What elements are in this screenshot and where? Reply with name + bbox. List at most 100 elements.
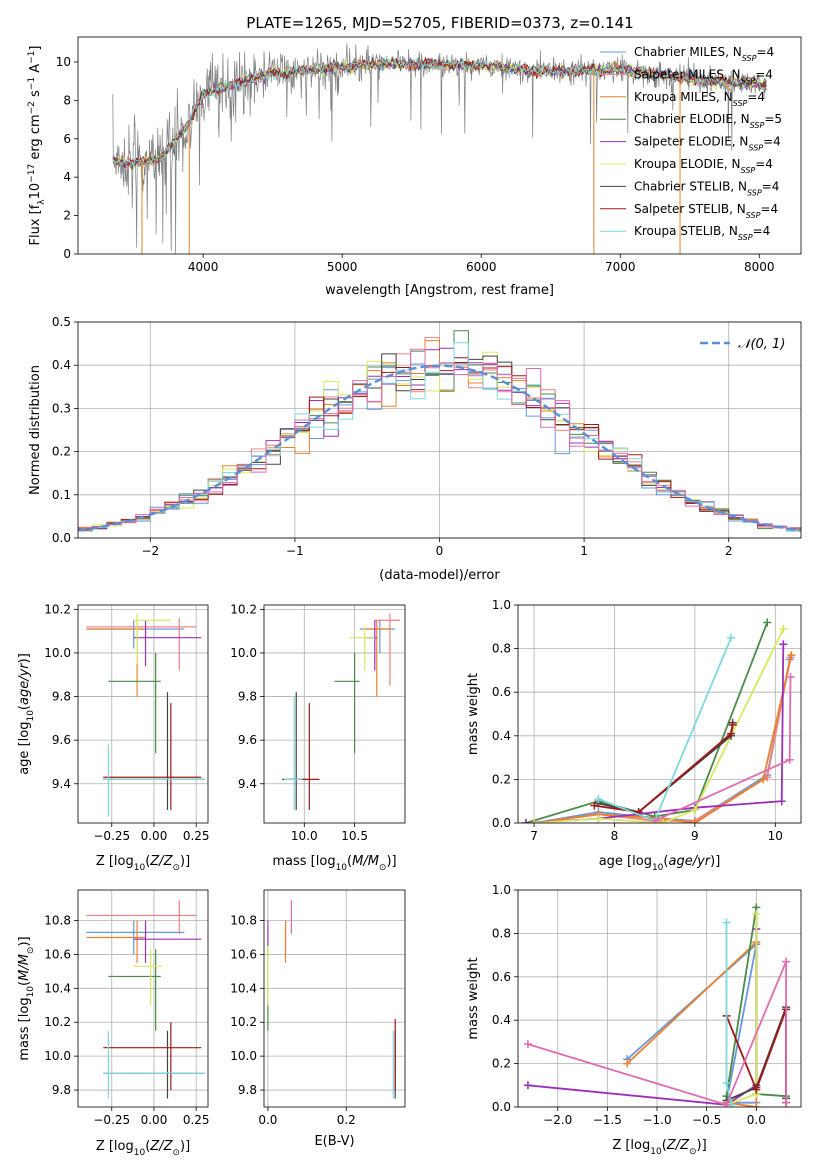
y-tick-label: 0.4 — [492, 729, 511, 743]
spectrum-lines — [112, 43, 767, 254]
y-tick-label: 9.6 — [52, 733, 71, 747]
legend-label: Chabrier STELIB, NSSP=4 — [634, 179, 779, 197]
x-tick-label: 0.0 — [747, 1113, 766, 1127]
y-tick-label: 0.2 — [492, 1057, 511, 1071]
y-tick-label: 9.4 — [52, 777, 71, 791]
y-tick-label: 1.0 — [492, 883, 511, 897]
weight-ylabel: mass weight — [466, 957, 481, 1039]
x-tick-label: 0.25 — [183, 1113, 210, 1127]
axes-frame — [263, 889, 406, 1108]
weight-marker — [763, 618, 772, 627]
y-tick-label: 9.8 — [238, 690, 257, 704]
model-spectrum — [112, 56, 767, 168]
x-tick-label: 0.0 — [258, 1113, 277, 1127]
y-tick-label: 8 — [63, 93, 71, 107]
y-tick-label: 0.2 — [52, 445, 71, 459]
weight-age-xlabel: age [log10(age/yr)] — [599, 854, 721, 873]
weight-series — [598, 637, 732, 822]
mass-Z-xlabel: Z [log10(Z/Z⊙)] — [96, 1139, 190, 1158]
y-tick-label: 6 — [63, 132, 71, 146]
axes-frame — [77, 889, 209, 1108]
y-tick-label: 0.0 — [492, 1100, 511, 1114]
weight-vs-age-panel: 7 8 9 10 0.0 0.2 0.4 0.6 0.8 1.0 mass weight age [l… — [466, 598, 802, 873]
y-tick-label: 10.4 — [44, 981, 71, 995]
weight-marker — [782, 1098, 791, 1107]
y-tick-label: 10.0 — [230, 1049, 257, 1063]
y-tick-label: 0.0 — [492, 816, 511, 830]
x-tick-label: −1.5 — [593, 1113, 622, 1127]
weight-marker — [779, 640, 788, 649]
weight-marker — [594, 795, 603, 804]
ticks: 7 8 9 10 0.0 0.2 0.4 0.6 0.8 1.0 — [492, 598, 783, 843]
y-tick-label: 0.8 — [492, 642, 511, 656]
grid — [78, 605, 208, 823]
weight-marker — [786, 672, 795, 681]
weight-marker — [530, 819, 539, 823]
x-tick-label: −1 — [286, 544, 304, 558]
spectrum-panel: 4000 5000 6000 7000 8000 0 2 4 6 8 10 wavelength [A… — [27, 36, 802, 298]
x-tick-label: 5000 — [327, 260, 358, 274]
weight-series — [533, 654, 793, 823]
x-tick-label: 10.0 — [291, 829, 318, 843]
weight-Z-xlabel: Z [log10(Z/Z⊙)] — [612, 1138, 706, 1157]
x-tick-label: 10 — [768, 829, 783, 843]
y-tick-label: 10.2 — [44, 1015, 71, 1029]
errorbars — [86, 900, 205, 1099]
weight-marker — [785, 755, 794, 764]
x-tick-label: −2.0 — [543, 1113, 572, 1127]
figure-title: PLATE=1265, MJD=52705, FIBERID=0373, z=0… — [246, 14, 633, 32]
mass-Z-ylabel: mass [log10(M/M⊙)] — [17, 936, 36, 1060]
legend-label: Salpeter ELODIE, NSSP=4 — [634, 135, 781, 153]
weight-series — [533, 659, 791, 823]
axes-frame — [263, 604, 406, 824]
x-tick-label: 7000 — [605, 260, 636, 274]
axes-frame — [77, 604, 209, 824]
ticks: 4000 5000 6000 7000 8000 0 2 4 6 8 10 — [56, 55, 775, 274]
ticks: 10.0 10.5 9.4 9.6 9.8 10.0 10.2 — [230, 602, 368, 843]
age-Z-xlabel: Z [log10(Z/Z⊙)] — [96, 854, 190, 873]
y-tick-label: 10.6 — [230, 947, 257, 961]
x-tick-label: 6000 — [466, 260, 497, 274]
weight-marker — [658, 819, 667, 823]
x-tick-label: 2 — [725, 544, 733, 558]
x-tick-label: −0.5 — [692, 1113, 721, 1127]
weight-marker — [690, 805, 699, 814]
weight-marker — [722, 1079, 731, 1088]
x-tick-label: −0.25 — [93, 829, 130, 843]
legend-label: Kroupa ELODIE, NSSP=4 — [634, 157, 773, 175]
age-vs-metallicity-panel: −0.25 0.00 0.25 9.4 9.6 9.8 10.0 10.2 Z [log10(Z… — [17, 602, 210, 873]
x-tick-label: 7 — [530, 829, 538, 843]
age-vs-mass-panel: 10.0 10.5 9.4 9.6 9.8 10.0 10.2 mass [log10(M/M… — [230, 602, 406, 873]
x-tick-label: −1.0 — [642, 1113, 671, 1127]
weight-vs-metallicity-panel: −2.0 −1.5 −1.0 −0.5 0.0 0.0 0.2 0.4 0.6 0.8 1.0 mas… — [466, 883, 802, 1157]
y-tick-label: 9.8 — [52, 690, 71, 704]
grid — [264, 605, 405, 823]
weight-marker — [523, 1081, 532, 1090]
legend-label: Kroupa STELIB, NSSP=4 — [634, 224, 770, 242]
weight-ylabel: mass weight — [466, 673, 481, 755]
ticks: −2.0 −1.5 −1.0 −0.5 0.0 0.0 0.2 0.4 0.6 0.8 1.0 — [492, 883, 766, 1127]
weight-marker — [522, 819, 531, 823]
weight-marker — [782, 957, 791, 966]
errorbars — [86, 613, 205, 817]
residuals-panel: −2 −1 0 1 2 0.0 0.1 0.2 0.3 0.4 0.5 (data-model)/er… — [28, 315, 802, 583]
legend-label: Salpeter STELIB, NSSP=4 — [634, 202, 778, 220]
axes-frame — [517, 889, 802, 1108]
weight-marker — [728, 720, 737, 729]
x-tick-label: −2 — [141, 544, 159, 558]
weight-series — [533, 657, 792, 823]
weight-lines — [523, 903, 791, 1107]
x-tick-label: 0.2 — [337, 1113, 356, 1127]
weight-marker — [752, 1103, 761, 1107]
y-tick-label: 0.6 — [492, 685, 511, 699]
ticks: −0.25 0.00 0.25 9.4 9.6 9.8 10.0 10.2 — [44, 602, 209, 843]
weight-marker — [523, 1040, 532, 1049]
normal-curve — [78, 364, 801, 532]
weight-marker — [590, 801, 599, 810]
spectrum-legend: Chabrier MILES, NSSP=4 Salpeter MILES, NS… — [600, 45, 782, 242]
y-tick-label: 0.3 — [52, 401, 71, 415]
ticks: −0.25 0.00 0.25 9.8 10.0 10.2 10.4 10.6 10.8 — [44, 914, 209, 1127]
residuals-xlabel: (data-model)/error — [379, 568, 500, 583]
y-tick-label: 10.6 — [44, 947, 71, 961]
